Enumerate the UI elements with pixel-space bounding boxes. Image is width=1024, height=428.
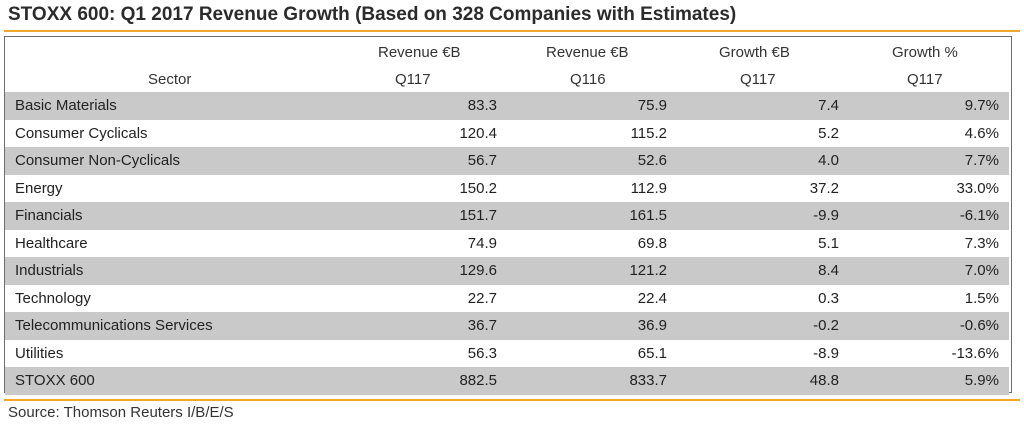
rev-q116-cell: 161.5 — [629, 207, 667, 224]
header-growth-pct-line2: Q117 — [907, 71, 943, 88]
source-note: Source: Thomson Reuters I/B/E/S — [8, 404, 234, 421]
sector-cell: Telecommunications Services — [15, 317, 213, 334]
header-growth-eur-line2: Q117 — [740, 71, 776, 88]
table-row: Consumer Non-Cyclicals 56.7 52.6 4.0 7.7% — [5, 147, 1009, 175]
sector-cell: STOXX 600 — [15, 372, 95, 389]
header-rev-q116-line2: Q116 — [570, 71, 606, 88]
rev-q117-cell: 22.7 — [467, 289, 497, 307]
rev-q116-cell: 115.2 — [630, 124, 667, 142]
table-row: Basic Materials 83.3 75.9 7.4 9.7% — [5, 92, 1009, 120]
sector-cell: Energy — [15, 179, 63, 197]
growth-pct-cell: 5.9% — [964, 372, 999, 389]
rev-q117-cell: 150.2 — [459, 179, 497, 197]
rev-q117-cell: 56.3 — [467, 344, 497, 362]
growth-eur-cell: 8.4 — [818, 262, 839, 279]
table-row: Financials 151.7 161.5 -9.9 -6.1% — [5, 202, 1009, 230]
growth-pct-cell: -0.6% — [959, 317, 999, 334]
table-row: Consumer Cyclicals 120.4 115.2 5.2 4.6% — [5, 120, 1009, 148]
sector-cell: Technology — [15, 289, 91, 307]
sector-cell: Basic Materials — [15, 97, 117, 114]
table-row: Energy 150.2 112.9 37.2 33.0% — [5, 175, 1009, 203]
table-row: Healthcare 74.9 69.8 5.1 7.3% — [5, 230, 1009, 258]
rev-q116-cell: 121.2 — [629, 262, 667, 279]
growth-eur-cell: 5.2 — [818, 124, 839, 142]
revenue-table: Sector Revenue €B Q117 Revenue €B Q116 G… — [4, 36, 1012, 395]
growth-eur-cell: 48.8 — [809, 372, 839, 389]
header-rev-q117-line2: Q117 — [395, 71, 431, 88]
growth-pct-cell: 9.7% — [964, 97, 999, 114]
header-sector: Sector — [148, 71, 192, 88]
growth-eur-cell: 0.3 — [818, 289, 839, 307]
rev-q117-cell: 56.7 — [467, 152, 497, 169]
sector-cell: Utilities — [15, 344, 64, 362]
growth-pct-cell: 7.0% — [964, 262, 999, 279]
table-row: Technology 22.7 22.4 0.3 1.5% — [5, 285, 1009, 313]
rev-q117-cell: 882.5 — [459, 372, 497, 389]
sector-cell: Consumer Non-Cyclicals — [15, 152, 181, 169]
rev-q116-cell: 52.6 — [637, 152, 667, 169]
table-row: Utilities 56.3 65.1 -8.9 -13.6% — [5, 340, 1009, 368]
rev-q116-cell: 112.9 — [630, 179, 667, 197]
sector-cell: Industrials — [15, 262, 84, 279]
growth-eur-cell: -0.2 — [813, 317, 839, 334]
rev-q116-cell: 36.9 — [637, 317, 667, 334]
growth-pct-cell: 33.0% — [956, 179, 999, 197]
rev-q117-cell: 151.7 — [459, 207, 497, 224]
rev-q117-cell: 36.7 — [467, 317, 497, 334]
header-growth-pct-line1: Growth % — [892, 44, 958, 61]
total-row: STOXX 600 882.5 833.7 48.8 5.9% — [5, 367, 1009, 395]
growth-eur-cell: 37.2 — [809, 179, 839, 197]
rev-q116-cell: 833.7 — [629, 372, 667, 389]
rev-q116-cell: 69.8 — [637, 234, 667, 252]
header-growth-eur-line1: Growth €B — [719, 44, 790, 61]
table-header: Sector Revenue €B Q117 Revenue €B Q116 G… — [5, 37, 1011, 93]
sector-cell: Financials — [15, 207, 83, 224]
growth-eur-cell: 7.4 — [818, 97, 839, 114]
bottom-accent-rule — [4, 399, 1020, 401]
rev-q116-cell: 75.9 — [637, 97, 667, 114]
growth-pct-cell: 7.7% — [964, 152, 999, 169]
growth-eur-cell: 4.0 — [818, 152, 839, 169]
growth-eur-cell: -9.9 — [813, 207, 839, 224]
growth-eur-cell: -8.9 — [813, 344, 839, 362]
header-rev-q117-line1: Revenue €B — [378, 44, 461, 61]
rev-q117-cell: 74.9 — [467, 234, 497, 252]
top-accent-rule — [4, 30, 1020, 32]
table-row: Telecommunications Services 36.7 36.9 -0.2 -… — [5, 312, 1009, 340]
chart-title: STOXX 600: Q1 2017 Revenue Growth (Based… — [8, 4, 737, 25]
growth-eur-cell: 5.1 — [818, 234, 839, 252]
header-rev-q116-line1: Revenue €B — [546, 44, 629, 61]
rev-q116-cell: 65.1 — [637, 344, 667, 362]
growth-pct-cell: 1.5% — [964, 289, 999, 307]
growth-pct-cell: 7.3% — [964, 234, 999, 252]
table-row: Industrials 129.6 121.2 8.4 7.0% — [5, 257, 1009, 285]
rev-q117-cell: 83.3 — [467, 97, 497, 114]
sector-cell: Healthcare — [15, 234, 88, 252]
growth-pct-cell: -6.1% — [959, 207, 999, 224]
growth-pct-cell: -13.6% — [951, 344, 999, 362]
sector-cell: Consumer Cyclicals — [15, 124, 148, 142]
growth-pct-cell: 4.6% — [964, 124, 999, 142]
rev-q116-cell: 22.4 — [637, 289, 667, 307]
rev-q117-cell: 129.6 — [459, 262, 497, 279]
rev-q117-cell: 120.4 — [459, 124, 497, 142]
